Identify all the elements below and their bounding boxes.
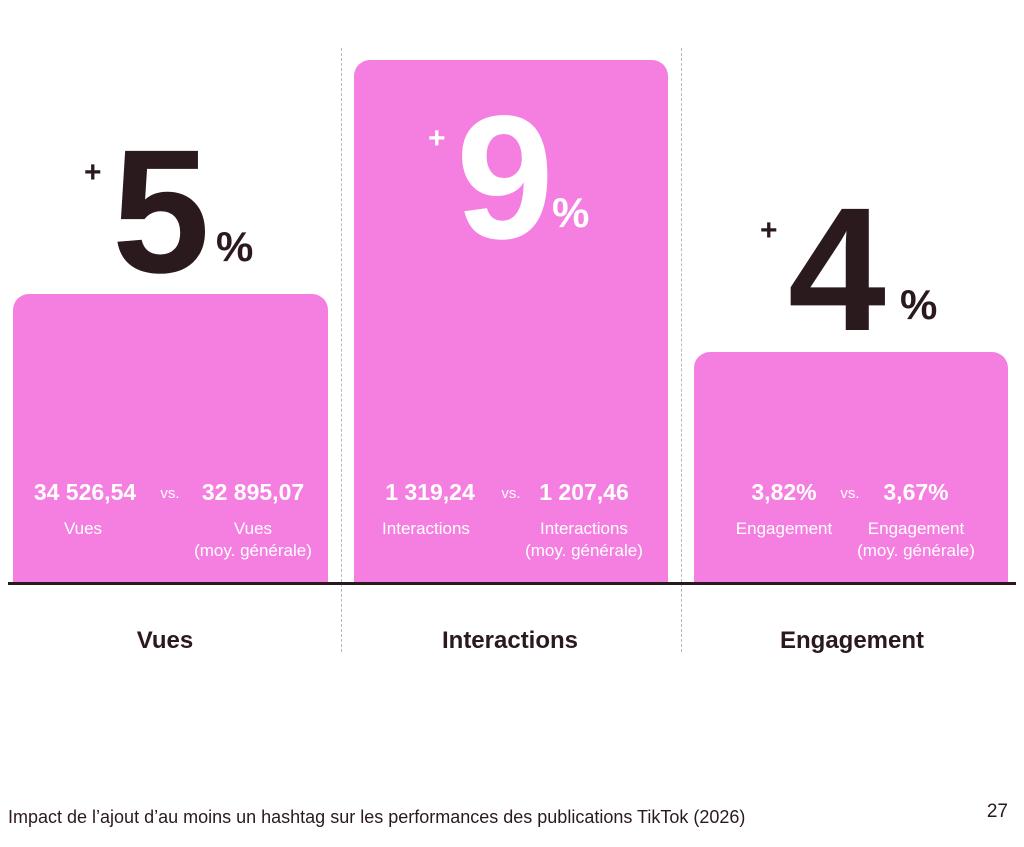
average-label: Engagement (moy. générale)	[857, 518, 975, 562]
average-label-line2: (moy. générale)	[857, 541, 975, 560]
average-label: Interactions (moy. générale)	[525, 518, 643, 562]
average-label-line2: (moy. générale)	[525, 541, 643, 560]
hashtag-value: 34 526,54	[33, 479, 137, 505]
average-value: 32 895,07	[201, 479, 305, 505]
percent-sign: %	[552, 189, 590, 236]
figure-caption: Impact de l’ajout d’au moins un hashtag …	[8, 807, 746, 827]
percent-value: 5	[112, 113, 210, 310]
percent-sign: %	[900, 281, 938, 328]
page-number: 27	[986, 801, 1008, 822]
hashtag-value: 1 319,24	[385, 479, 475, 505]
hashtag-label: Interactions	[382, 519, 470, 538]
vs-label: vs.	[160, 485, 180, 502]
average-label-line2: (moy. générale)	[194, 541, 312, 560]
average-value: 1 207,46	[539, 479, 629, 505]
bar-engagement	[694, 352, 1008, 582]
average-label-line1: Engagement	[867, 519, 965, 538]
percent-sign: %	[216, 222, 254, 270]
plus-sign: +	[760, 214, 778, 247]
average-label: Vues (moy. générale)	[194, 518, 312, 562]
category-label-vues: Vues	[136, 627, 194, 654]
comparison-interactions: 1 319,24 vs. 1 207,46 Interactions Inter…	[354, 472, 668, 572]
bar-vues	[13, 293, 328, 582]
column-divider	[681, 48, 682, 652]
plus-sign: +	[84, 155, 102, 189]
percent-value: 9	[456, 80, 554, 276]
column-divider	[341, 48, 342, 652]
vs-label: vs.	[840, 485, 860, 502]
bar-interactions	[354, 60, 668, 582]
vs-label: vs.	[501, 485, 521, 502]
plus-sign: +	[428, 122, 446, 155]
category-label-engagement: Engagement	[779, 627, 925, 654]
hashtag-label: Vues	[63, 519, 103, 538]
percent-value: 4	[788, 172, 886, 368]
x-axis-baseline	[8, 582, 1016, 585]
comparison-engagement: 3,82% vs. 3,67% Engagement Engagement (m…	[694, 472, 1008, 572]
comparison-vues: 34 526,54 vs. 32 895,07 Vues Vues (moy. …	[13, 472, 328, 572]
hashtag-label: Engagement	[735, 519, 833, 538]
average-label-line1: Interactions	[540, 519, 628, 538]
hashtag-value: 3,82%	[751, 479, 817, 505]
category-label-interactions: Interactions	[441, 627, 579, 654]
average-label-line1: Vues	[233, 519, 273, 538]
average-value: 3,67%	[883, 479, 949, 505]
